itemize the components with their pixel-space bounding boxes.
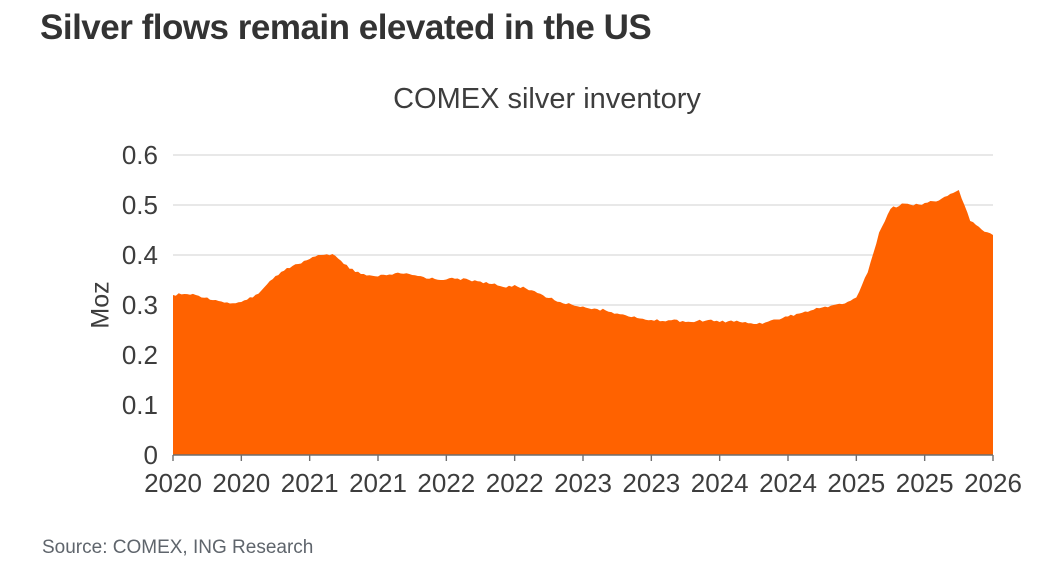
x-tick-label: 2026 — [964, 468, 1022, 498]
source-note: Source: COMEX, ING Research — [42, 537, 314, 558]
x-tick-label: 2021 — [349, 468, 407, 498]
x-tick-label: 2024 — [690, 468, 749, 498]
figure-title: Silver flows remain elevated in the US — [40, 8, 652, 47]
x-tick-label: 2020 — [144, 468, 202, 498]
x-tick-label: 2024 — [759, 468, 817, 498]
x-tick-label: 2022 — [417, 468, 476, 498]
x-tick-label: 2023 — [622, 468, 681, 498]
y-tick-label: 0.6 — [121, 140, 158, 170]
y-tick-label: 0.1 — [121, 390, 158, 420]
x-tick-label: 2022 — [485, 468, 544, 498]
y-axis-title: Moz — [86, 281, 115, 329]
y-tick-label: 0.5 — [121, 190, 158, 220]
inventory-area-series — [173, 190, 993, 455]
x-tick-label: 2021 — [280, 468, 339, 498]
y-tick-label: 0.3 — [121, 290, 158, 320]
x-axis-ticks — [172, 455, 994, 461]
y-tick-label: 0.2 — [121, 340, 158, 370]
x-tick-label: 2025 — [895, 468, 954, 498]
y-tick-label: 0 — [143, 440, 158, 470]
chart-title: COMEX silver inventory — [393, 83, 701, 115]
x-tick-label: 2023 — [554, 468, 612, 498]
y-tick-label: 0.4 — [121, 240, 158, 270]
x-tick-label: 2020 — [212, 468, 271, 498]
x-tick-label: 2025 — [827, 468, 886, 498]
